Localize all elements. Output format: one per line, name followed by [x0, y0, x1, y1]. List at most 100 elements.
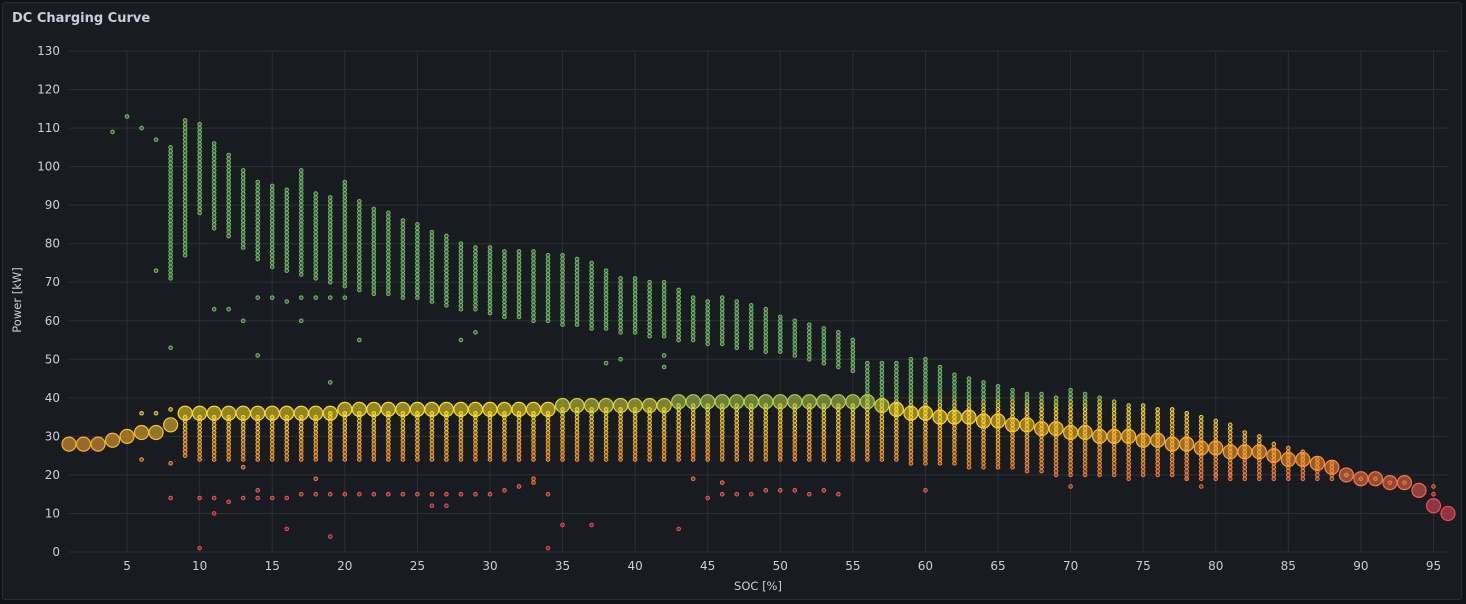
data-point-small: [705, 299, 710, 304]
data-point-small: [429, 453, 435, 458]
data-point-small: [502, 299, 507, 304]
data-point-small: [1198, 422, 1204, 428]
data-point-small: [719, 491, 725, 497]
data-point-small: [763, 488, 769, 493]
data-point-small: [197, 441, 202, 447]
data-point-small: [589, 295, 594, 300]
data-point-small: [632, 299, 638, 304]
data-point-small: [777, 449, 783, 455]
data-point-small: [240, 199, 246, 204]
data-point-small: [342, 295, 348, 300]
data-point-small: [444, 256, 449, 262]
data-point-small: [618, 434, 623, 439]
data-point-small: [821, 345, 827, 351]
data-point-small: [313, 214, 319, 220]
data-point-small: [502, 310, 507, 316]
data-point-small: [473, 330, 478, 335]
data-point-small: [850, 345, 856, 351]
data-point-small: [226, 453, 231, 458]
data-point-small: [661, 291, 667, 297]
data-point-small: [458, 449, 464, 455]
data-point-small: [836, 418, 841, 424]
data-point-small: [182, 168, 188, 173]
data-point-small: [850, 426, 856, 431]
data-point-small: [255, 191, 261, 196]
data-point-small: [531, 279, 536, 285]
data-point-small: [836, 453, 841, 458]
data-point-small: [197, 202, 202, 208]
data-point-small: [807, 430, 812, 435]
data-point-small: [1024, 399, 1030, 405]
data-point-small: [342, 214, 348, 220]
data-point-small: [197, 148, 202, 154]
data-point-small: [966, 430, 972, 435]
data-point-small: [574, 430, 580, 435]
data-point-small: [255, 183, 261, 189]
data-point-small: [879, 453, 885, 458]
data-point-small: [444, 283, 449, 289]
data-point-small: [1184, 422, 1190, 428]
data-point-small: [1227, 468, 1233, 474]
data-point-large: [975, 413, 992, 429]
data-point-small: [458, 299, 464, 304]
data-point-small: [357, 222, 362, 227]
data-point-small: [473, 264, 478, 270]
data-point-small: [574, 276, 580, 281]
data-point-small: [327, 245, 333, 250]
data-point-small: [952, 430, 957, 435]
data-point-small: [879, 434, 885, 439]
data-point-small: [661, 430, 667, 435]
data-point-small: [966, 449, 972, 455]
data-point-small: [719, 299, 725, 304]
data-point-small: [502, 430, 507, 435]
data-point-small: [400, 430, 406, 435]
data-point-small: [197, 141, 202, 146]
data-point-small: [357, 430, 362, 435]
data-point-small: [807, 333, 812, 339]
data-point-small: [1140, 472, 1146, 478]
data-point-small: [676, 457, 681, 462]
data-point-small: [269, 225, 275, 231]
data-point-large: [830, 394, 846, 410]
data-point-small: [1198, 468, 1204, 474]
data-point-small: [748, 345, 754, 351]
data-point-small: [357, 279, 362, 285]
data-point-small: [502, 437, 507, 443]
data-point-small: [923, 430, 928, 435]
data-point-large: [453, 401, 469, 418]
data-point-small: [574, 457, 580, 462]
data-point-small: [748, 426, 754, 431]
data-point-small: [313, 225, 319, 231]
data-point-small: [1082, 407, 1088, 412]
data-point-small: [560, 445, 565, 451]
data-point-small: [908, 461, 914, 466]
data-point-small: [298, 264, 304, 270]
data-point-large: [714, 394, 730, 410]
data-point-small: [168, 222, 173, 227]
data-point-small: [516, 453, 522, 458]
data-point-small: [647, 287, 652, 293]
data-point-small: [415, 260, 420, 266]
data-point-small: [197, 430, 202, 435]
data-point-small: [429, 437, 435, 443]
data-point-small: [836, 422, 841, 428]
data-point-small: [560, 322, 565, 327]
data-point-small: [1315, 472, 1320, 478]
data-point-small: [458, 430, 464, 435]
data-point-small: [226, 222, 231, 227]
x-tick-label: 75: [1136, 559, 1151, 573]
data-point-small: [342, 457, 348, 462]
data-point-small: [487, 256, 493, 262]
data-point-small: [560, 279, 565, 285]
data-point-small: [400, 434, 406, 439]
data-point-small: [850, 337, 856, 343]
data-point-small: [240, 214, 246, 220]
data-point-small: [284, 225, 290, 231]
data-point-small: [1053, 403, 1059, 408]
data-point-large: [758, 394, 774, 410]
data-point-small: [400, 225, 406, 231]
data-point-small: [415, 283, 420, 289]
data-point-large: [917, 405, 934, 421]
data-point-small: [632, 306, 638, 312]
data-point-small: [298, 295, 304, 300]
